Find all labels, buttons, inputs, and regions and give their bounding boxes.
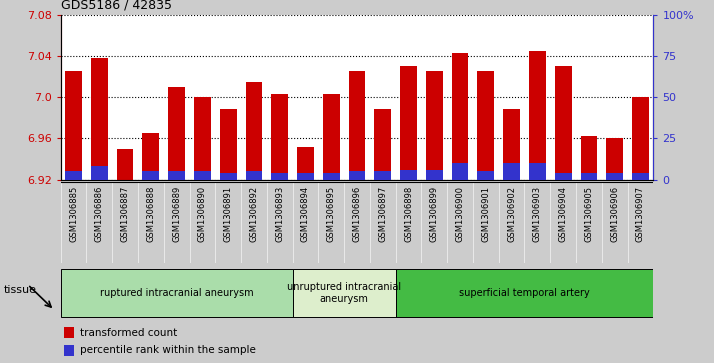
Bar <box>169 171 185 180</box>
Bar <box>400 66 417 180</box>
Bar <box>503 163 520 180</box>
Bar <box>632 97 649 180</box>
Bar <box>91 58 108 180</box>
Bar <box>271 94 288 180</box>
Text: GDS5186 / 42835: GDS5186 / 42835 <box>61 0 171 12</box>
Bar <box>503 110 520 180</box>
Bar <box>143 133 159 180</box>
Bar <box>580 173 598 180</box>
Text: GSM1306888: GSM1306888 <box>146 185 156 242</box>
Bar <box>323 173 340 180</box>
Text: GSM1306892: GSM1306892 <box>249 185 258 242</box>
Text: GSM1306890: GSM1306890 <box>198 185 207 242</box>
Text: GSM1306905: GSM1306905 <box>584 185 593 242</box>
Bar <box>297 147 314 180</box>
Bar <box>220 173 236 180</box>
Text: percentile rank within the sample: percentile rank within the sample <box>80 345 256 355</box>
Bar <box>426 170 443 180</box>
Text: GSM1306906: GSM1306906 <box>610 185 619 242</box>
Bar <box>246 82 262 180</box>
Text: GSM1306886: GSM1306886 <box>95 185 104 242</box>
Bar <box>632 173 649 180</box>
Text: GSM1306902: GSM1306902 <box>507 185 516 242</box>
Bar <box>478 171 494 180</box>
Text: GSM1306887: GSM1306887 <box>121 185 130 242</box>
Bar <box>61 269 293 317</box>
Text: GSM1306885: GSM1306885 <box>69 185 78 242</box>
Bar <box>529 51 545 180</box>
Text: tissue: tissue <box>4 285 36 295</box>
Bar <box>348 71 366 180</box>
Bar <box>452 53 468 180</box>
Bar <box>396 269 653 317</box>
Bar <box>246 171 262 180</box>
Text: GSM1306897: GSM1306897 <box>378 185 387 242</box>
Bar <box>64 345 74 356</box>
Bar <box>64 327 74 338</box>
Text: GSM1306904: GSM1306904 <box>558 185 568 242</box>
Bar <box>194 171 211 180</box>
Bar <box>529 163 545 180</box>
Text: GSM1306899: GSM1306899 <box>430 185 439 242</box>
Text: GSM1306900: GSM1306900 <box>456 185 465 242</box>
Text: GSM1306903: GSM1306903 <box>533 185 542 242</box>
Bar <box>116 149 134 180</box>
Bar <box>293 269 396 317</box>
Text: unruptured intracranial
aneurysm: unruptured intracranial aneurysm <box>287 282 401 304</box>
Bar <box>65 171 82 180</box>
Bar <box>91 167 108 180</box>
Text: superficial temporal artery: superficial temporal artery <box>459 288 590 298</box>
Bar <box>169 87 185 180</box>
Bar <box>374 171 391 180</box>
Bar <box>452 163 468 180</box>
Bar <box>580 136 598 180</box>
Text: GSM1306901: GSM1306901 <box>481 185 491 242</box>
Text: GSM1306889: GSM1306889 <box>172 185 181 242</box>
Text: transformed count: transformed count <box>80 328 177 338</box>
Bar <box>323 94 340 180</box>
Bar <box>194 97 211 180</box>
Bar <box>400 170 417 180</box>
Bar <box>348 171 366 180</box>
Text: GSM1306896: GSM1306896 <box>353 185 361 242</box>
Bar <box>478 71 494 180</box>
Text: ruptured intracranial aneurysm: ruptured intracranial aneurysm <box>100 288 253 298</box>
Text: GSM1306891: GSM1306891 <box>223 185 233 242</box>
Bar <box>555 66 571 180</box>
Text: GSM1306895: GSM1306895 <box>327 185 336 242</box>
Text: GSM1306907: GSM1306907 <box>636 185 645 242</box>
Text: GSM1306898: GSM1306898 <box>404 185 413 242</box>
Bar <box>220 110 236 180</box>
Bar <box>65 71 82 180</box>
Bar <box>271 173 288 180</box>
Bar <box>606 173 623 180</box>
Bar <box>143 171 159 180</box>
Bar <box>555 173 571 180</box>
Bar <box>374 110 391 180</box>
Text: GSM1306894: GSM1306894 <box>301 185 310 242</box>
Bar <box>426 71 443 180</box>
Text: GSM1306893: GSM1306893 <box>275 185 284 242</box>
Bar <box>297 173 314 180</box>
Bar <box>606 138 623 180</box>
